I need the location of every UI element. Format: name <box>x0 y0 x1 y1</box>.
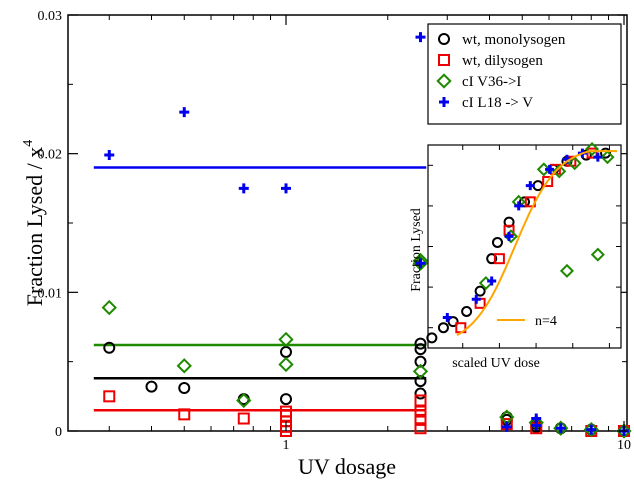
data-point <box>280 393 292 406</box>
y-tick-label: 0.02 <box>38 148 63 163</box>
inset-data-point <box>426 332 438 344</box>
inset-data-point <box>545 164 555 174</box>
data-point <box>414 343 427 356</box>
data-point <box>412 363 429 380</box>
data-point <box>414 405 427 418</box>
data-point <box>104 150 115 161</box>
inset-data-point <box>493 253 505 265</box>
inset-data-point <box>525 181 535 191</box>
x-tick-label: 10 <box>617 438 631 453</box>
data-point <box>179 107 190 118</box>
inset-fit-legend-label: n=4 <box>535 314 557 329</box>
legend-label: cI L18 -> V <box>462 95 533 111</box>
legend-label: wt, monolysogen <box>462 32 566 48</box>
data-point <box>414 355 427 368</box>
inset-data-point <box>491 236 503 248</box>
inset-data-point <box>461 305 473 317</box>
data-point <box>415 32 426 43</box>
data-point <box>280 345 292 358</box>
data-point <box>236 392 252 409</box>
legend-marker <box>438 33 450 45</box>
axis-ticks: 0 0.01 0.02 0.03 1 10 <box>38 9 632 453</box>
inset-data-point <box>486 253 498 265</box>
inset-data-point <box>600 150 615 165</box>
inset-fit-curve <box>456 150 618 337</box>
y-tick-label: 0.01 <box>38 286 63 301</box>
data-point <box>616 423 632 439</box>
data-point <box>414 375 427 388</box>
inset-data-point <box>471 294 481 304</box>
data-point <box>414 413 427 426</box>
data-point <box>278 356 294 373</box>
data-point <box>178 382 191 395</box>
legend-label: cI V36->I <box>462 74 521 90</box>
inset-data-point <box>585 142 600 157</box>
inset-data-point <box>504 231 514 241</box>
data-point <box>414 337 427 350</box>
inset-data-point <box>536 162 551 177</box>
inset-data-point <box>442 313 452 323</box>
inset-x-label: scaled UV dose <box>452 356 540 371</box>
legend-marker <box>436 73 452 89</box>
inset-fit-line <box>456 150 618 337</box>
inset-data-point <box>437 322 449 334</box>
data-point <box>583 421 599 438</box>
inset-chart: scaled UV dose Fraction Lysed n=4 <box>409 142 622 371</box>
data-point <box>414 387 427 400</box>
data-point <box>555 423 566 434</box>
data-point <box>414 394 427 407</box>
legend-box <box>427 23 622 125</box>
data-point <box>531 420 542 431</box>
inset-data-point <box>514 201 524 211</box>
data-point <box>178 408 191 421</box>
inset-data-point <box>552 164 567 179</box>
inset-data-point <box>590 247 605 262</box>
inset-data-point <box>559 263 574 278</box>
data-point <box>238 183 249 194</box>
y-tick-label: 0.03 <box>38 9 63 24</box>
data-point <box>415 258 426 269</box>
data-points <box>101 32 632 439</box>
legend-label: wt, dilysogen <box>462 53 543 69</box>
data-point <box>237 412 250 425</box>
inset-data-point <box>593 152 603 162</box>
data-point <box>281 183 291 194</box>
fit-lines <box>93 166 427 412</box>
data-point <box>101 299 117 316</box>
data-point <box>103 390 116 403</box>
x-axis-label: UV dosage <box>298 454 396 479</box>
data-point <box>176 358 192 374</box>
y-axis-label: Fraction Lysed / x4 <box>21 140 47 306</box>
inset-data-point <box>487 276 497 286</box>
data-point <box>553 420 569 436</box>
y-axis-label-exponent: 4 <box>21 140 36 147</box>
inset-data-point <box>567 156 582 171</box>
data-point <box>145 380 158 393</box>
inset-data-point <box>503 229 519 244</box>
data-point <box>412 255 429 271</box>
inset-y-label: Fraction Lysed <box>409 208 424 292</box>
data-point <box>501 421 512 432</box>
inset-data-point <box>474 285 486 297</box>
data-point <box>103 341 116 354</box>
y-axis-label-base: Fraction Lysed / x <box>22 147 47 306</box>
legend-marker <box>439 97 449 107</box>
x-tick-label: 1 <box>283 438 290 453</box>
y-tick-label: 0 <box>55 425 62 440</box>
inset-frame <box>427 144 622 349</box>
inset-data-point <box>542 176 554 188</box>
data-point <box>414 422 427 435</box>
legend: wt, monolysogen wt, dilysogen cI V36->I cI … <box>427 23 622 125</box>
legend-marker <box>438 54 450 66</box>
data-point <box>278 331 294 348</box>
